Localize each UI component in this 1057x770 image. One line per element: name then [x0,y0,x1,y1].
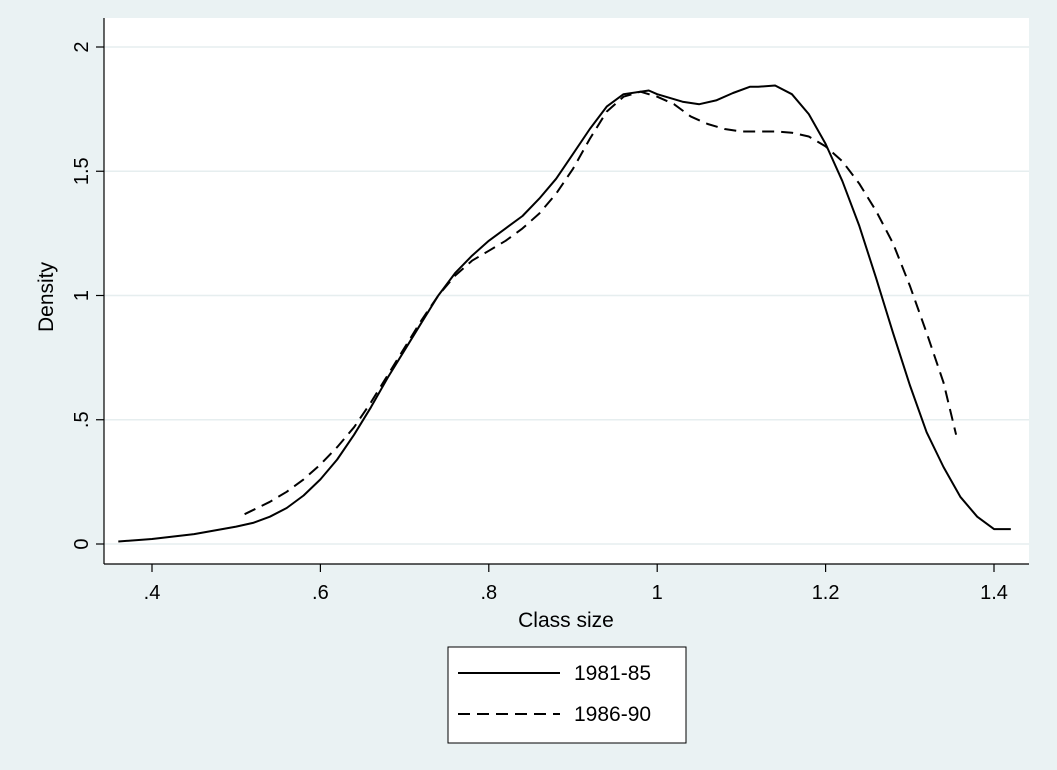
x-axis-title: Class size [518,609,614,632]
series-line-1981-85 [118,84,1011,543]
y-tick-label: 0 [71,538,93,549]
legend-label-1981-85: 1981-85 [574,662,651,685]
gridlines [104,46,1029,545]
series-layer [118,84,1011,543]
plot-area [104,18,1029,564]
legend-box [447,646,687,744]
y-axis-title: Density [35,261,58,332]
x-tick-label: 1.4 [980,582,1008,604]
x-tick-label: .4 [144,582,161,604]
y-axis-ticks: 0 .5 1 1.5 2 [71,41,104,550]
x-tick-label: 1.2 [812,582,840,604]
x-tick-label: .6 [312,582,329,604]
legend-label-1986-90: 1986-90 [574,703,651,726]
y-tick-label: 1.5 [71,157,93,185]
y-tick-label: .5 [71,411,93,428]
series-line-1986-90 [244,90,958,516]
legend: 1981-85 1986-90 [447,646,687,744]
x-tick-label: 1 [652,582,663,604]
y-tick-label: 2 [71,41,93,52]
x-axis-ticks: .4 .6 .8 1 1.2 1.4 [144,564,1008,604]
y-tick-label: 1 [71,290,93,301]
x-tick-label: .8 [480,582,497,604]
